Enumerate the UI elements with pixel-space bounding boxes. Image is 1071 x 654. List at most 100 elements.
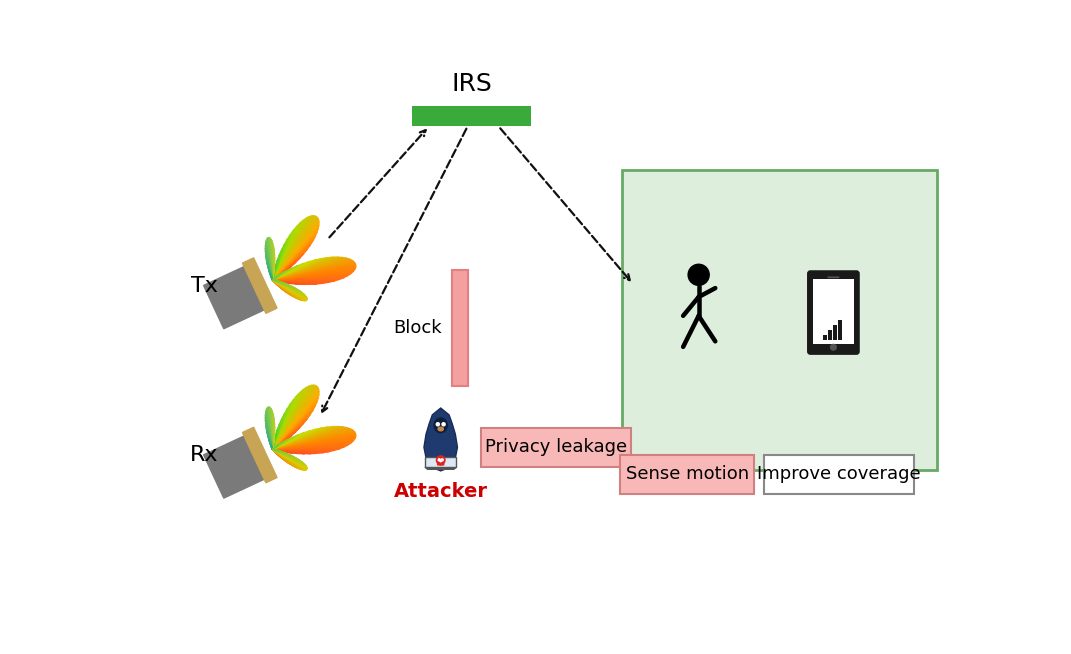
Polygon shape <box>266 240 272 280</box>
Polygon shape <box>272 277 276 280</box>
Polygon shape <box>272 263 356 280</box>
FancyBboxPatch shape <box>452 270 468 386</box>
Polygon shape <box>272 280 277 281</box>
Polygon shape <box>272 408 288 449</box>
Polygon shape <box>272 236 315 280</box>
Polygon shape <box>267 263 272 280</box>
Polygon shape <box>272 445 348 449</box>
Polygon shape <box>272 449 282 458</box>
Polygon shape <box>272 428 322 449</box>
Polygon shape <box>270 238 272 280</box>
Polygon shape <box>272 280 293 297</box>
Polygon shape <box>272 445 280 449</box>
Polygon shape <box>272 426 338 449</box>
Polygon shape <box>272 277 344 280</box>
Polygon shape <box>266 409 272 449</box>
Polygon shape <box>272 386 310 449</box>
Polygon shape <box>272 267 356 280</box>
Polygon shape <box>272 396 297 449</box>
Polygon shape <box>272 280 283 283</box>
Polygon shape <box>272 449 307 469</box>
Polygon shape <box>272 264 276 280</box>
Polygon shape <box>272 249 274 280</box>
Polygon shape <box>272 449 323 453</box>
Polygon shape <box>272 432 296 449</box>
Polygon shape <box>272 249 282 280</box>
Polygon shape <box>272 449 301 461</box>
FancyBboxPatch shape <box>823 335 827 340</box>
Polygon shape <box>272 260 352 280</box>
Polygon shape <box>272 390 303 449</box>
Polygon shape <box>272 280 298 299</box>
Polygon shape <box>272 280 300 300</box>
Polygon shape <box>272 449 298 468</box>
Polygon shape <box>272 428 350 449</box>
Polygon shape <box>272 430 274 449</box>
Polygon shape <box>272 280 277 284</box>
Polygon shape <box>272 245 311 280</box>
Polygon shape <box>272 385 316 449</box>
Polygon shape <box>272 280 305 296</box>
Polygon shape <box>272 280 305 301</box>
Polygon shape <box>272 419 307 449</box>
Polygon shape <box>272 449 281 451</box>
Polygon shape <box>272 280 287 283</box>
Polygon shape <box>272 280 317 284</box>
Polygon shape <box>272 449 335 451</box>
Polygon shape <box>272 280 293 287</box>
Polygon shape <box>266 241 272 280</box>
Circle shape <box>441 459 443 461</box>
Polygon shape <box>271 277 272 280</box>
Polygon shape <box>272 387 306 449</box>
Polygon shape <box>272 449 307 468</box>
Polygon shape <box>272 275 280 280</box>
Polygon shape <box>272 280 307 300</box>
Polygon shape <box>272 421 274 449</box>
Polygon shape <box>272 280 335 282</box>
Polygon shape <box>272 280 296 298</box>
FancyBboxPatch shape <box>828 330 832 340</box>
Polygon shape <box>272 267 274 280</box>
Polygon shape <box>272 234 290 280</box>
Polygon shape <box>272 257 343 280</box>
Polygon shape <box>272 244 273 280</box>
Polygon shape <box>272 222 319 280</box>
Polygon shape <box>272 439 274 449</box>
Text: Rx: Rx <box>190 445 218 465</box>
Polygon shape <box>272 257 333 280</box>
Polygon shape <box>272 225 319 280</box>
Polygon shape <box>272 264 274 280</box>
Polygon shape <box>267 239 272 280</box>
Polygon shape <box>268 407 272 449</box>
Polygon shape <box>272 432 356 449</box>
Polygon shape <box>272 259 277 280</box>
Polygon shape <box>272 449 293 466</box>
Polygon shape <box>269 237 272 280</box>
Polygon shape <box>272 427 300 449</box>
Polygon shape <box>272 218 318 280</box>
Text: Block: Block <box>393 319 442 337</box>
Circle shape <box>438 459 440 461</box>
Polygon shape <box>272 280 277 281</box>
Polygon shape <box>272 220 303 280</box>
Polygon shape <box>272 251 274 280</box>
Polygon shape <box>272 226 297 280</box>
Circle shape <box>436 422 439 426</box>
Polygon shape <box>272 430 355 449</box>
Circle shape <box>831 345 836 350</box>
FancyBboxPatch shape <box>764 455 914 494</box>
Polygon shape <box>267 238 272 280</box>
Polygon shape <box>267 429 272 449</box>
Polygon shape <box>272 449 303 470</box>
Polygon shape <box>272 280 306 301</box>
Polygon shape <box>272 436 274 449</box>
Polygon shape <box>272 404 290 449</box>
Polygon shape <box>272 385 312 449</box>
Polygon shape <box>272 280 281 282</box>
Polygon shape <box>267 260 272 280</box>
Polygon shape <box>272 280 291 295</box>
Polygon shape <box>272 449 293 456</box>
Polygon shape <box>272 449 306 470</box>
Polygon shape <box>272 402 317 449</box>
Polygon shape <box>267 432 272 449</box>
